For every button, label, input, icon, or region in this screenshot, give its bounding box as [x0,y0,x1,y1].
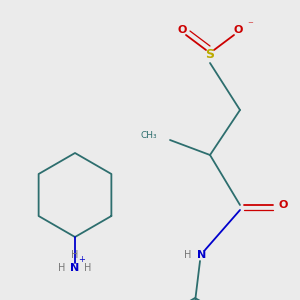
Text: N: N [197,250,207,260]
Text: S: S [206,49,214,62]
Text: +: + [79,254,86,263]
Text: H: H [71,250,79,260]
Text: CH₃: CH₃ [140,130,157,140]
Text: ⁻: ⁻ [247,20,253,30]
Text: O: O [278,200,288,210]
Text: H: H [184,250,192,260]
Text: H: H [84,263,92,273]
Text: O: O [177,25,187,35]
Text: O: O [233,25,243,35]
Text: N: N [70,263,80,273]
Text: H: H [58,263,66,273]
